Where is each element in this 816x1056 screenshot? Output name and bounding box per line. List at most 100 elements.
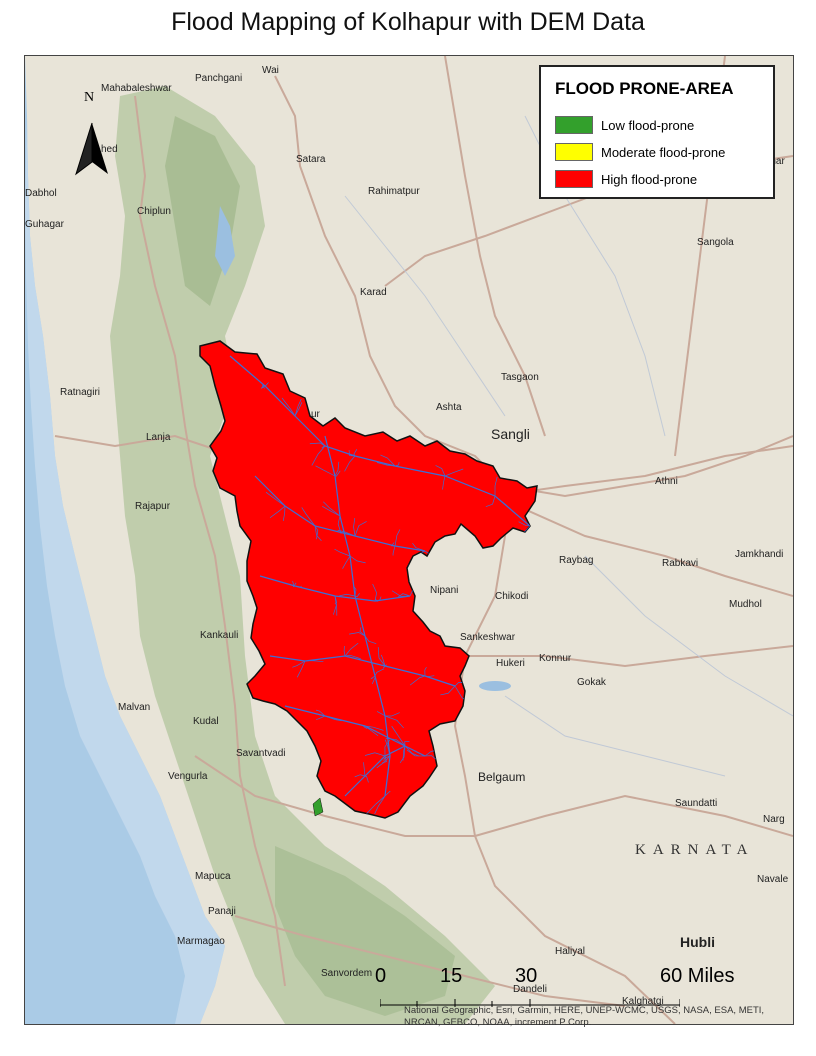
place-label: Mudhol xyxy=(729,599,762,610)
river-branch xyxy=(315,709,326,717)
place-label: Ratnagiri xyxy=(60,387,101,398)
river-branch xyxy=(343,646,346,657)
river-branch xyxy=(315,465,336,477)
river-branch xyxy=(397,593,411,598)
place-label: Chikodi xyxy=(495,591,529,602)
place-label: Mahabaleshwar xyxy=(101,83,172,94)
place-label: Savantvadi xyxy=(236,748,286,759)
river-branch xyxy=(404,741,410,747)
arabian-sea xyxy=(25,56,225,1024)
river-branch xyxy=(385,738,406,747)
river-branch xyxy=(339,593,356,597)
place-label: Sankeshwar xyxy=(460,632,516,643)
river-branch xyxy=(311,445,326,466)
place-label: Kudal xyxy=(193,716,219,727)
region-label: KARNATA xyxy=(635,842,755,858)
place-label: Hubli xyxy=(680,934,715,950)
river-branch xyxy=(424,755,438,761)
place-label: Lanja xyxy=(146,432,171,443)
river-branch xyxy=(409,675,426,686)
river-branch xyxy=(435,465,446,477)
river-branch xyxy=(404,745,420,757)
legend-title: FLOOD PRONE-AREA xyxy=(555,79,734,98)
river-branch xyxy=(384,715,404,729)
river-branch xyxy=(294,398,302,417)
place-label: Panchgani xyxy=(195,73,243,84)
place-label: Sangola xyxy=(697,237,734,248)
river-branch xyxy=(364,795,386,816)
basemap xyxy=(25,56,793,1024)
river-branch xyxy=(348,449,356,457)
scale-label: 30 xyxy=(515,965,538,987)
river-branch xyxy=(392,545,396,556)
place-label: Vengurla xyxy=(168,771,208,782)
legend-item-moderate: Moderate flood-prone xyxy=(555,142,725,162)
river-branch xyxy=(314,525,319,540)
river-branch xyxy=(382,664,387,669)
place-label: Dandeli xyxy=(513,984,547,995)
river-branch xyxy=(518,521,531,527)
river-branch xyxy=(364,635,377,645)
river-branch xyxy=(444,468,464,477)
river-branch xyxy=(376,462,396,467)
river-branch xyxy=(424,666,427,677)
river-branch xyxy=(424,675,435,677)
place-label: Athni xyxy=(655,476,678,487)
river-branch xyxy=(374,598,379,602)
place-label: Panaji xyxy=(208,906,236,917)
river-network xyxy=(229,355,534,816)
river-branch xyxy=(349,632,366,637)
river-branch xyxy=(261,385,266,389)
river-branch xyxy=(440,685,456,696)
river-branch xyxy=(304,660,324,662)
river-branch xyxy=(334,461,340,477)
river-branch xyxy=(354,774,366,778)
river-branch xyxy=(292,582,297,588)
place-label: Mapuca xyxy=(195,871,231,882)
river-branch xyxy=(364,725,384,731)
river-branch xyxy=(384,739,391,757)
river-branch xyxy=(296,660,306,678)
river-branch xyxy=(334,470,341,477)
river-branch xyxy=(363,762,366,777)
scale-bar: 0 15 30 60 Miles xyxy=(365,965,765,1015)
legend-label: Moderate flood-prone xyxy=(601,144,726,160)
river-branch xyxy=(371,675,376,685)
scale-label: 0 xyxy=(375,965,387,987)
place-label: ur xyxy=(311,409,320,420)
place-label: Malvan xyxy=(118,702,151,713)
legend-swatch-moderate xyxy=(555,143,593,161)
place-label: Karad xyxy=(360,287,387,298)
place-label: Saundatti xyxy=(675,798,718,809)
river-branch xyxy=(337,515,342,534)
river-branch xyxy=(363,725,368,729)
river-branch xyxy=(309,442,326,447)
river-branch xyxy=(391,725,406,747)
river-branch xyxy=(359,627,366,637)
map-canvas[interactable]: Mahabaleshwar Panchgani Wai Satara Rahim… xyxy=(24,55,794,1025)
high-flood-prone-area xyxy=(199,340,538,819)
place-label: Tasgaon xyxy=(501,372,539,383)
river-line xyxy=(269,655,456,687)
legend-swatch-high xyxy=(555,170,593,188)
place-label: Satara xyxy=(296,154,326,165)
place-label: Narg xyxy=(763,814,785,825)
river-branch xyxy=(485,495,496,507)
river-branch xyxy=(354,593,360,598)
river-line xyxy=(344,745,406,797)
river-branch xyxy=(344,654,361,660)
river-branch xyxy=(406,749,426,757)
river-branch xyxy=(265,491,286,507)
place-label: Gokak xyxy=(577,677,606,688)
place-label: Belgaum xyxy=(478,770,526,784)
legend: FLOOD PRONE-AREA Low flood-prone Moderat… xyxy=(539,65,775,199)
river-branch xyxy=(380,454,396,467)
river-branch xyxy=(292,660,306,668)
north-arrow-label: N xyxy=(84,90,95,105)
river-branch xyxy=(494,476,498,497)
river-branch xyxy=(380,654,386,667)
place-label: Marmagao xyxy=(177,936,225,947)
river-branch xyxy=(344,455,356,472)
place-label: Raybag xyxy=(559,555,594,566)
river-branch xyxy=(374,795,386,815)
